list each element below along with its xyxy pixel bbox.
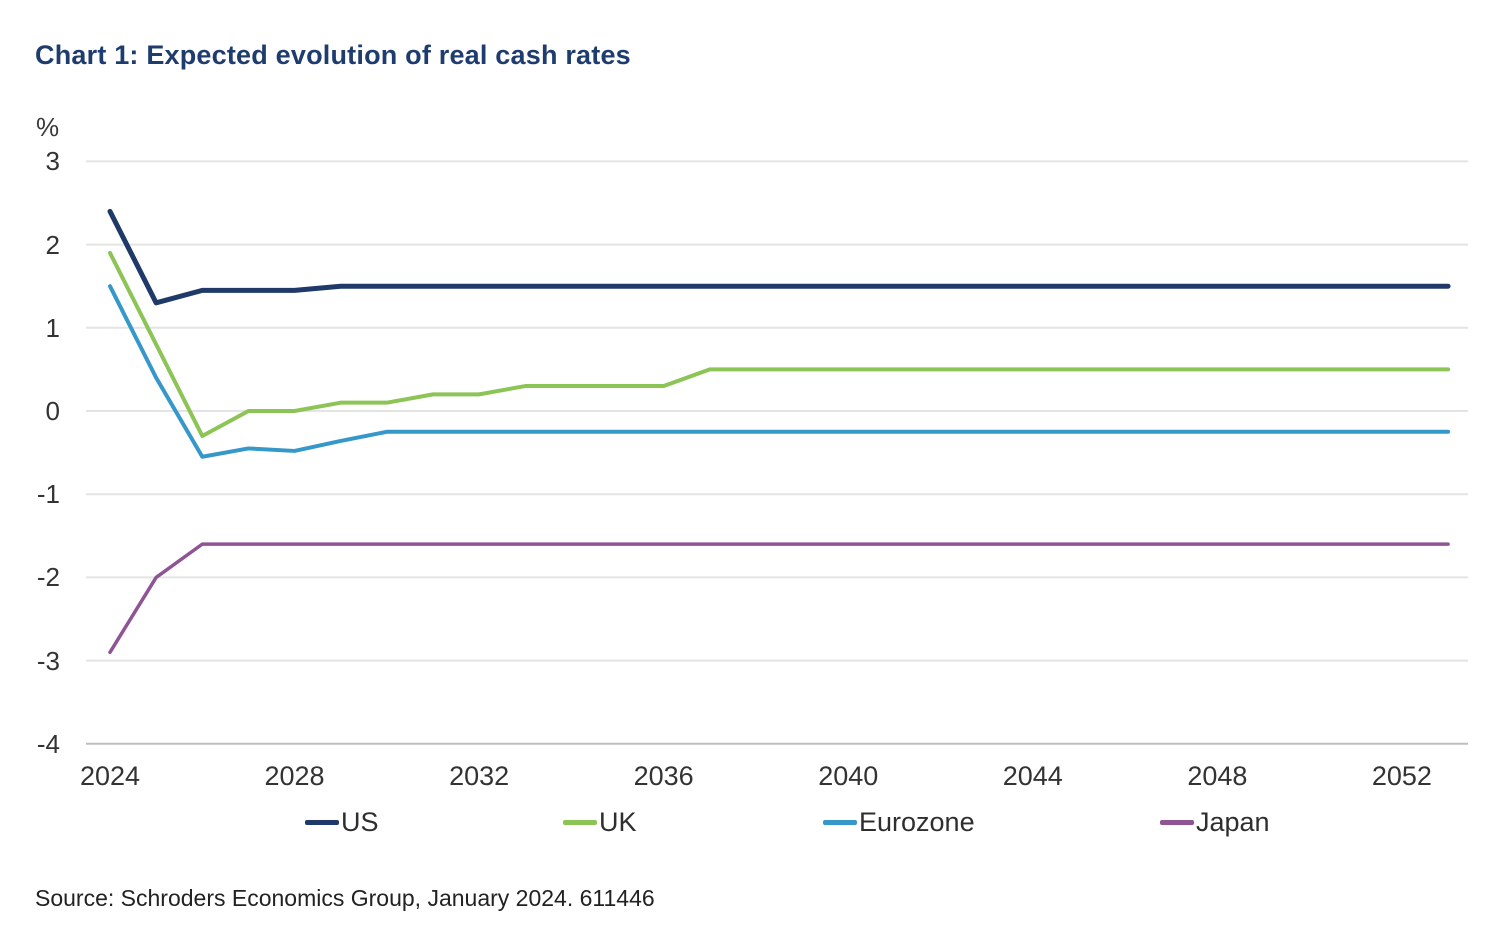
y-tick-label: -1 [36, 479, 60, 510]
legend-swatch-uk [563, 819, 597, 825]
legend-label: Eurozone [859, 806, 975, 837]
legend-label: Japan [1196, 806, 1270, 837]
y-tick-label: 1 [45, 312, 60, 343]
x-tick-label: 2040 [818, 761, 879, 791]
legend-item-uk: UK [563, 806, 637, 838]
y-tick-label: 0 [45, 396, 60, 426]
x-tick-label: 2036 [633, 761, 694, 791]
x-tick-label: 2048 [1187, 761, 1248, 791]
chart-title: Chart 1: Expected evolution of real cash… [35, 40, 631, 71]
x-tick-label: 2032 [449, 761, 510, 791]
legend-item-japan: Japan [1160, 806, 1270, 838]
y-axis: 3 2 1 0 -1 -2 -3 -4 [0, 0, 62, 800]
series-line-uk [108, 250, 1451, 438]
legend-item-us: US [305, 806, 379, 838]
series-line-us [107, 208, 1451, 306]
series-line-japan [108, 542, 1450, 655]
y-tick-label: -4 [36, 728, 60, 759]
legend-swatch-eurozone [823, 819, 857, 825]
y-axis-unit-label: % [36, 112, 60, 142]
series-line-eurozone [108, 284, 1451, 459]
y-tick-label: -3 [36, 645, 60, 676]
source-note: Source: Schroders Economics Group, Janua… [35, 885, 655, 911]
y-tick-label: 2 [45, 229, 60, 260]
legend-swatch-japan [1160, 819, 1194, 825]
y-tick-label: -2 [36, 562, 60, 593]
x-tick-label: 2028 [264, 761, 325, 791]
legend-swatch-us [305, 819, 339, 825]
y-tick-label: 3 [45, 146, 60, 177]
x-tick-label: 2044 [1002, 761, 1063, 791]
legend-label: UK [599, 806, 637, 837]
x-tick-label: 2024 [79, 761, 141, 791]
legend-item-eurozone: Eurozone [823, 806, 975, 838]
x-tick-label: 2052 [1371, 761, 1432, 791]
legend-label: US [341, 806, 379, 837]
